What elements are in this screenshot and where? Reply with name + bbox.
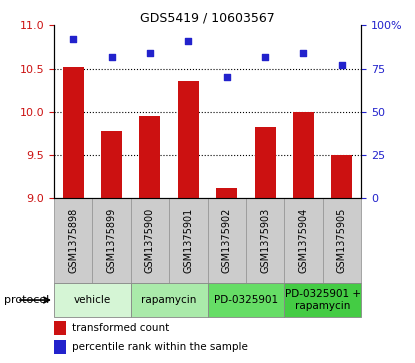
- Text: vehicle: vehicle: [74, 295, 111, 305]
- Title: GDS5419 / 10603567: GDS5419 / 10603567: [140, 11, 275, 24]
- Bar: [169, 198, 208, 283]
- Bar: [139, 116, 161, 198]
- Point: [185, 38, 192, 44]
- Point: [223, 74, 230, 80]
- Bar: [246, 198, 284, 283]
- Bar: [54, 198, 93, 283]
- Point: [300, 50, 307, 56]
- Bar: [331, 155, 352, 198]
- Bar: [54, 283, 131, 317]
- Bar: [293, 112, 314, 198]
- Bar: [178, 81, 199, 198]
- Text: GSM1375905: GSM1375905: [337, 208, 347, 273]
- Text: GSM1375899: GSM1375899: [107, 208, 117, 273]
- Text: percentile rank within the sample: percentile rank within the sample: [72, 342, 248, 352]
- Bar: [208, 283, 284, 317]
- Text: PD-0325901 +
rapamycin: PD-0325901 + rapamycin: [285, 289, 361, 311]
- Text: GSM1375902: GSM1375902: [222, 208, 232, 273]
- Bar: [63, 67, 84, 198]
- Bar: [254, 127, 276, 198]
- Text: GSM1375901: GSM1375901: [183, 208, 193, 273]
- Bar: [284, 198, 323, 283]
- Text: protocol: protocol: [4, 295, 49, 305]
- Text: PD-0325901: PD-0325901: [214, 295, 278, 305]
- Bar: [131, 198, 169, 283]
- Point: [262, 54, 269, 60]
- Bar: [208, 198, 246, 283]
- Point: [70, 36, 76, 42]
- Bar: [54, 340, 66, 354]
- Text: transformed count: transformed count: [72, 323, 170, 333]
- Text: GSM1375903: GSM1375903: [260, 208, 270, 273]
- Bar: [323, 198, 361, 283]
- Bar: [101, 131, 122, 198]
- Bar: [131, 283, 208, 317]
- Text: rapamycin: rapamycin: [142, 295, 197, 305]
- Bar: [284, 283, 361, 317]
- Point: [108, 54, 115, 60]
- Bar: [54, 321, 66, 335]
- Bar: [216, 188, 237, 198]
- Bar: [93, 198, 131, 283]
- Point: [146, 50, 153, 56]
- Text: GSM1375898: GSM1375898: [68, 208, 78, 273]
- Text: GSM1375904: GSM1375904: [298, 208, 308, 273]
- Point: [339, 62, 345, 68]
- Text: GSM1375900: GSM1375900: [145, 208, 155, 273]
